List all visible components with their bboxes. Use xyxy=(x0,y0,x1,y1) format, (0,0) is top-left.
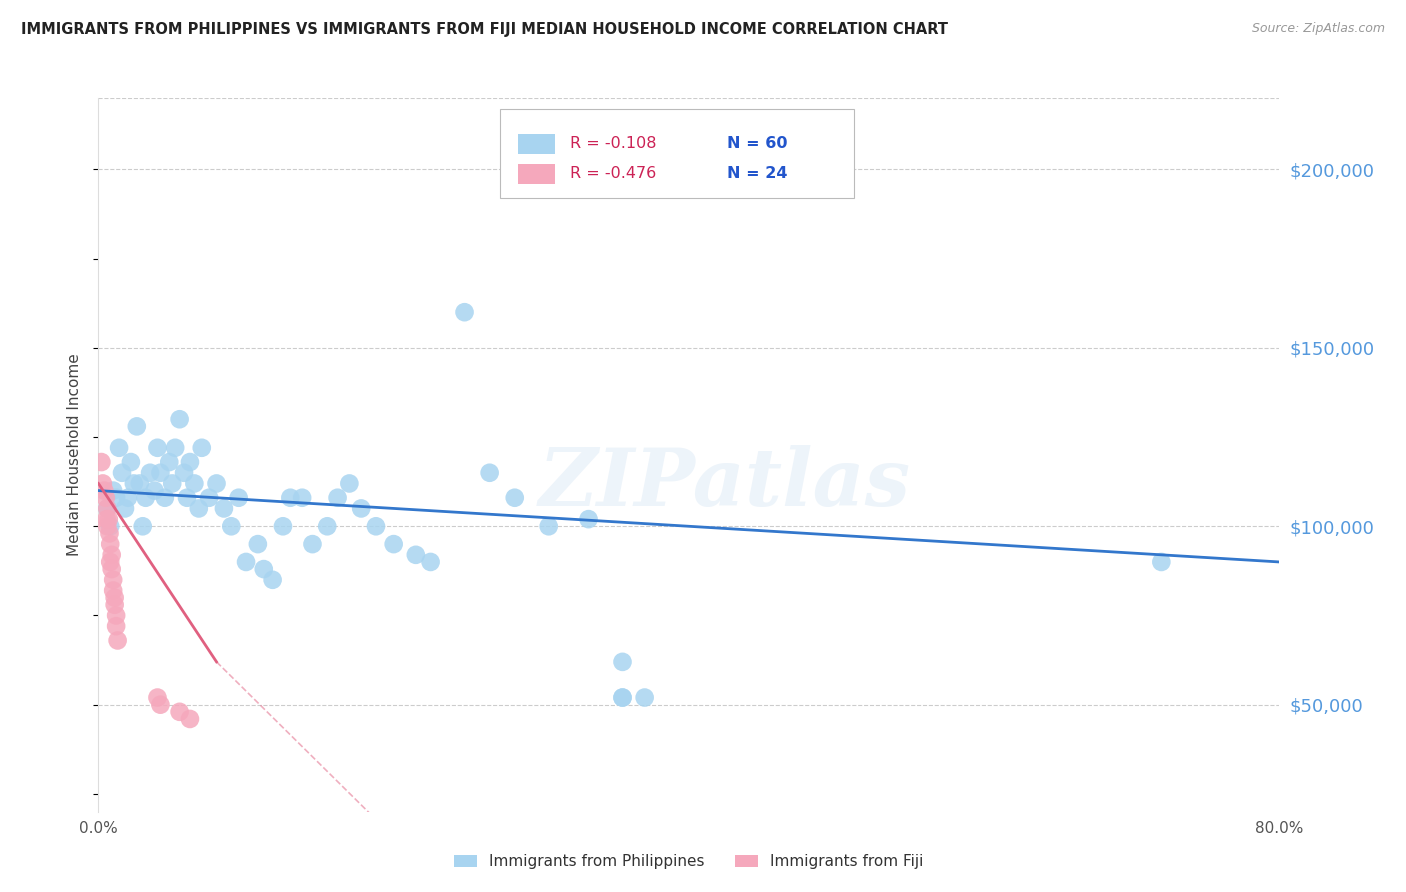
Point xyxy=(419,555,441,569)
Point xyxy=(183,476,205,491)
Point xyxy=(176,491,198,505)
Point xyxy=(103,573,125,587)
Point xyxy=(235,555,257,569)
Point xyxy=(100,548,122,562)
Point xyxy=(1150,555,1173,569)
Point xyxy=(146,690,169,705)
Point xyxy=(301,537,323,551)
Point xyxy=(633,690,655,705)
Point xyxy=(253,562,276,576)
Point xyxy=(153,491,176,505)
Point xyxy=(111,466,134,480)
FancyBboxPatch shape xyxy=(517,134,555,153)
Point xyxy=(612,690,634,705)
Point xyxy=(100,562,122,576)
Point xyxy=(122,476,145,491)
Point xyxy=(165,441,187,455)
Point xyxy=(246,537,269,551)
Y-axis label: Median Household Income: Median Household Income xyxy=(67,353,83,557)
Point xyxy=(191,441,214,455)
Point xyxy=(364,519,387,533)
Point xyxy=(94,491,117,505)
Point xyxy=(108,441,131,455)
Point xyxy=(98,555,121,569)
Text: N = 60: N = 60 xyxy=(727,136,787,151)
Point xyxy=(478,466,501,480)
Point xyxy=(339,476,360,491)
Point xyxy=(612,690,634,705)
Point xyxy=(169,705,191,719)
FancyBboxPatch shape xyxy=(517,164,555,184)
Point xyxy=(135,491,157,505)
Point xyxy=(96,519,118,533)
Point xyxy=(139,466,162,480)
Point xyxy=(98,519,121,533)
Point xyxy=(117,491,139,505)
Legend: Immigrants from Philippines, Immigrants from Fiji: Immigrants from Philippines, Immigrants … xyxy=(449,848,929,875)
Text: N = 24: N = 24 xyxy=(727,167,787,181)
Point xyxy=(350,501,373,516)
Point xyxy=(212,501,235,516)
Text: IMMIGRANTS FROM PHILIPPINES VS IMMIGRANTS FROM FIJI MEDIAN HOUSEHOLD INCOME CORR: IMMIGRANTS FROM PHILIPPINES VS IMMIGRANT… xyxy=(21,22,948,37)
Point xyxy=(103,583,125,598)
Point xyxy=(120,455,142,469)
Point xyxy=(162,476,183,491)
Point xyxy=(503,491,526,505)
FancyBboxPatch shape xyxy=(501,109,855,198)
Point xyxy=(91,476,114,491)
Point xyxy=(382,537,405,551)
Point xyxy=(326,491,349,505)
Point xyxy=(612,655,634,669)
Text: Source: ZipAtlas.com: Source: ZipAtlas.com xyxy=(1251,22,1385,36)
Point xyxy=(104,598,127,612)
Text: ZIPatlas: ZIPatlas xyxy=(538,445,911,522)
Point xyxy=(128,476,150,491)
Point xyxy=(173,466,195,480)
Point xyxy=(149,698,172,712)
Point xyxy=(228,491,250,505)
Point xyxy=(146,441,169,455)
Point xyxy=(219,519,242,533)
Point xyxy=(105,608,128,623)
Point xyxy=(169,412,191,426)
Point xyxy=(262,573,284,587)
Point xyxy=(96,512,118,526)
Point xyxy=(132,519,155,533)
Point xyxy=(90,455,112,469)
Point xyxy=(98,526,121,541)
Point xyxy=(105,619,128,633)
Point xyxy=(291,491,314,505)
Point xyxy=(103,483,125,498)
Point xyxy=(96,501,118,516)
Point xyxy=(179,455,201,469)
Point xyxy=(198,491,221,505)
Point xyxy=(125,419,148,434)
Point xyxy=(316,519,339,533)
Point xyxy=(149,466,172,480)
Point xyxy=(96,501,118,516)
Point xyxy=(143,483,166,498)
Point xyxy=(105,491,128,505)
Point xyxy=(98,537,121,551)
Point xyxy=(537,519,560,533)
Point xyxy=(405,548,427,562)
Point xyxy=(157,455,180,469)
Text: R = -0.108: R = -0.108 xyxy=(569,136,657,151)
Point xyxy=(278,491,302,505)
Point xyxy=(578,512,600,526)
Point xyxy=(107,633,129,648)
Point xyxy=(97,512,120,526)
Text: R = -0.476: R = -0.476 xyxy=(569,167,657,181)
Point xyxy=(179,712,201,726)
Point xyxy=(114,501,136,516)
Point xyxy=(205,476,228,491)
Point xyxy=(187,501,209,516)
Point xyxy=(271,519,294,533)
Point xyxy=(453,305,475,319)
Point xyxy=(104,591,127,605)
Point xyxy=(93,483,115,498)
